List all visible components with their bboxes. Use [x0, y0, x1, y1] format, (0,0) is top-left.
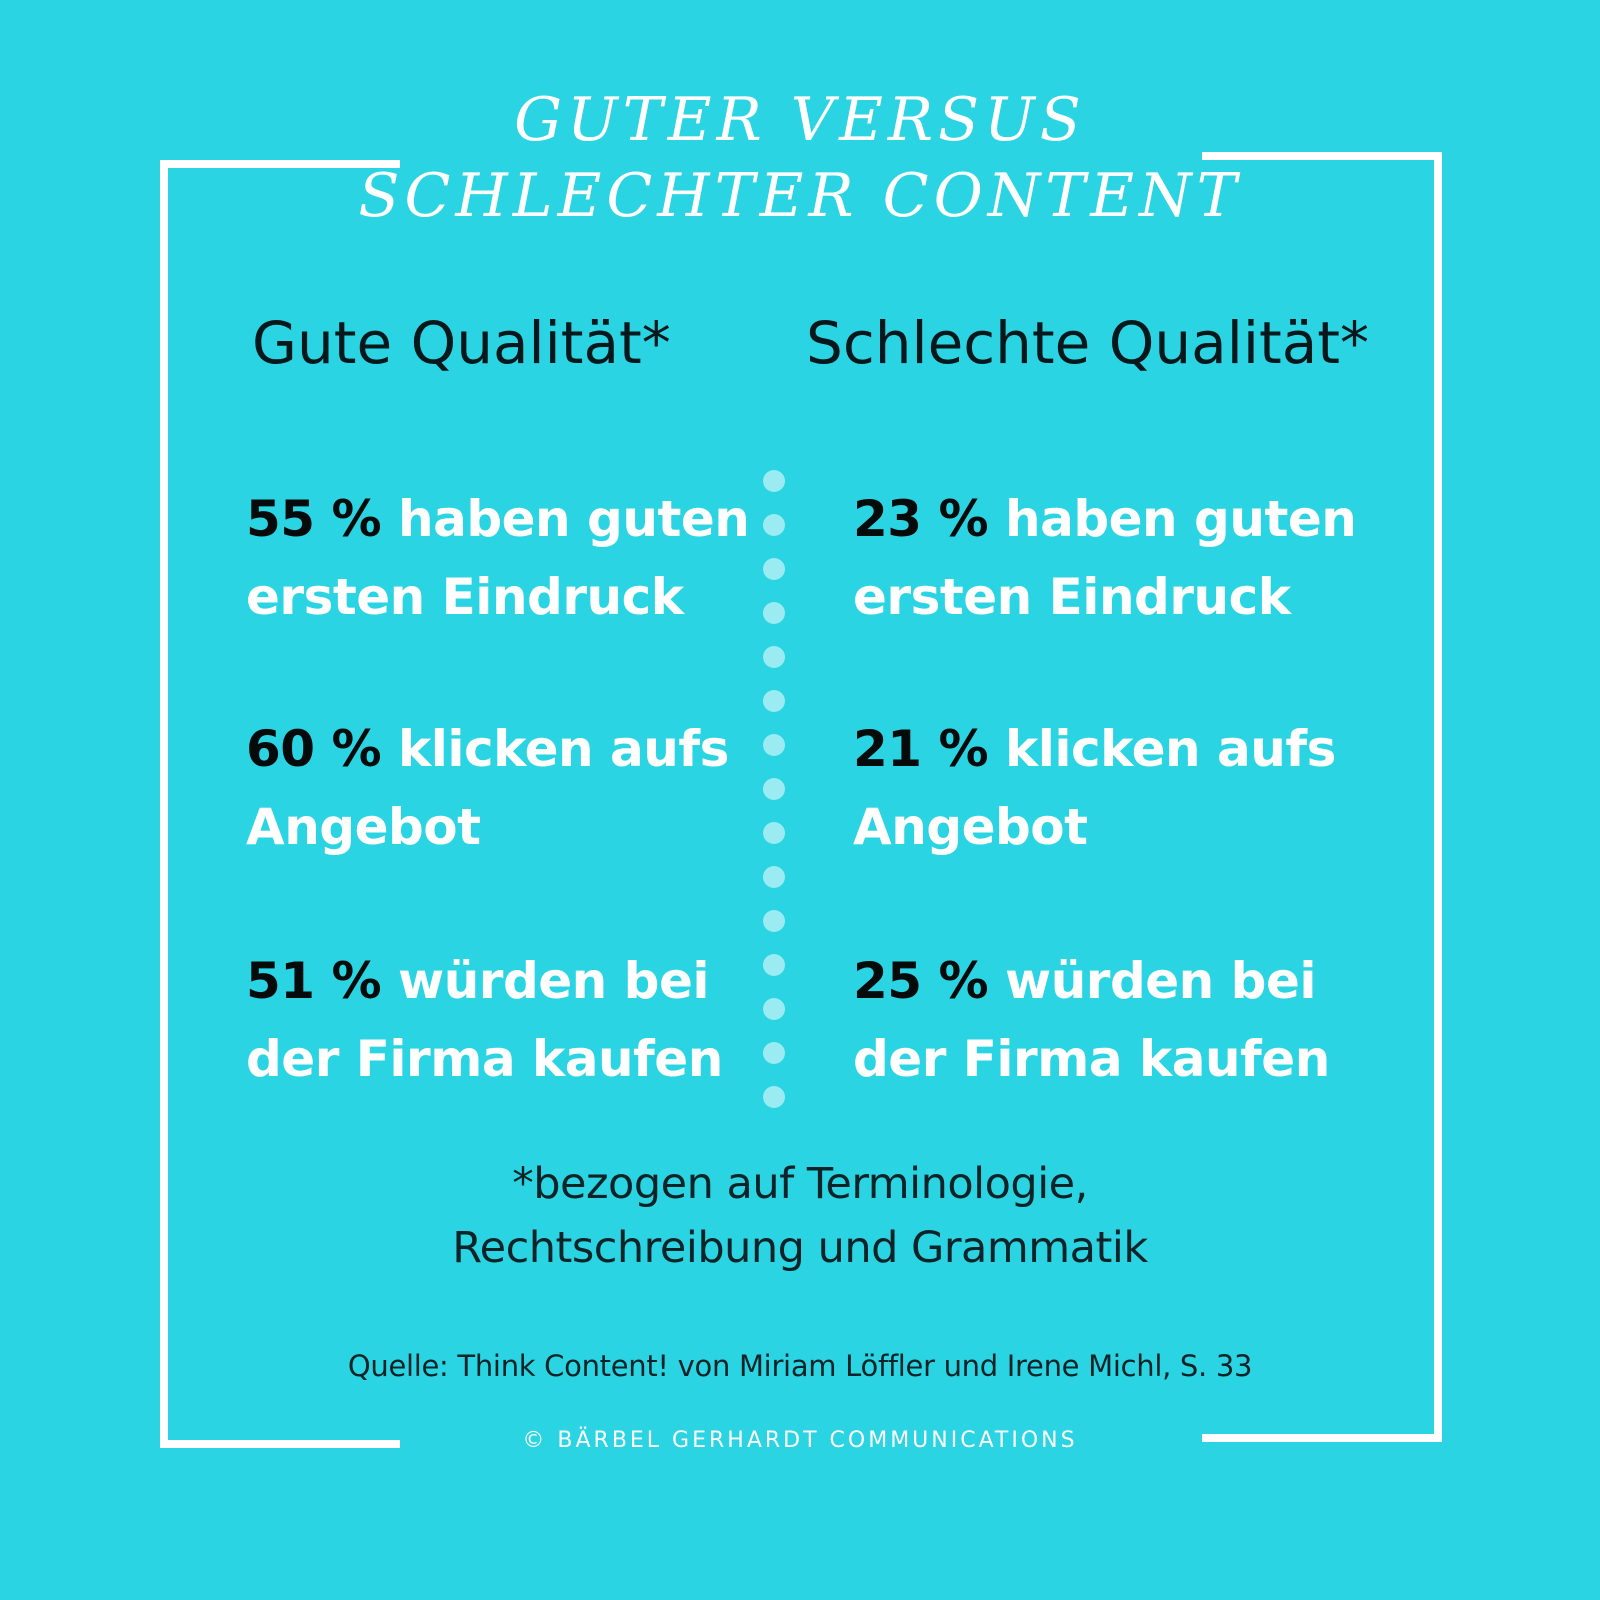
footnote-line-2: Rechtschreibung und Grammatik	[452, 1223, 1148, 1273]
divider-dot	[763, 514, 785, 536]
divider-dot	[763, 470, 785, 492]
divider-dot	[763, 866, 785, 888]
stat-text-line2: ersten Eindruck	[246, 568, 684, 626]
stat-text-line1: würden bei	[398, 952, 710, 1010]
stat-text-line1: klicken aufs	[1005, 720, 1336, 778]
title-line-2: SCHLECHTER CONTENT	[358, 161, 1242, 231]
heading-good-quality: Gute Qualität*	[252, 309, 671, 377]
stat-text-line2: ersten Eindruck	[853, 568, 1291, 626]
bad-stat-first-impression: 23 % haben guten ersten Eindruck	[853, 480, 1373, 636]
divider-dot	[763, 910, 785, 932]
divider-dot	[763, 822, 785, 844]
heading-bad-quality: Schlechte Qualität*	[806, 309, 1369, 377]
stat-percent: 60 %	[246, 720, 382, 778]
stat-text-line2: der Firma kaufen	[853, 1030, 1330, 1088]
stat-text-line2: Angebot	[853, 798, 1088, 856]
stat-percent: 21 %	[853, 720, 989, 778]
divider-dot	[763, 954, 785, 976]
stat-text-line1: haben guten	[398, 490, 750, 548]
frame-bottom-left	[160, 1440, 400, 1448]
footnote-line-1: *bezogen auf Terminologie,	[512, 1159, 1088, 1209]
frame-top-left	[160, 160, 400, 168]
page-title: GUTER VERSUS SCHLECHTER CONTENT	[0, 82, 1600, 234]
divider-dot	[763, 1086, 785, 1108]
divider-dot	[763, 646, 785, 668]
stat-percent: 55 %	[246, 490, 382, 548]
bad-stat-buy: 25 % würden bei der Firma kaufen	[853, 942, 1373, 1098]
divider-dot	[763, 734, 785, 756]
good-stat-first-impression: 55 % haben guten ersten Eindruck	[246, 480, 766, 636]
title-line-1: GUTER VERSUS	[514, 85, 1086, 155]
divider-dot	[763, 778, 785, 800]
stat-text-line1: haben guten	[1005, 490, 1357, 548]
footnote: *bezogen auf Terminologie, Rechtschreibu…	[0, 1152, 1600, 1280]
copyright: © BÄRBEL GERHARDT COMMUNICATIONS	[522, 1428, 1078, 1453]
stat-text-line1: würden bei	[1005, 952, 1317, 1010]
good-stat-click-offer: 60 % klicken aufs Angebot	[246, 710, 766, 866]
frame-top-right	[1202, 152, 1442, 160]
frame-bottom-right	[1202, 1434, 1442, 1442]
divider-dot	[763, 1042, 785, 1064]
divider-dot	[763, 602, 785, 624]
source-citation: Quelle: Think Content! von Miriam Löffle…	[347, 1349, 1253, 1383]
dotted-divider	[763, 470, 785, 1110]
bad-stat-click-offer: 21 % klicken aufs Angebot	[853, 710, 1373, 866]
frame-right	[1434, 152, 1442, 1442]
frame-left	[160, 160, 168, 1448]
divider-dot	[763, 998, 785, 1020]
stat-text-line1: klicken aufs	[398, 720, 729, 778]
stat-text-line2: Angebot	[246, 798, 481, 856]
stat-percent: 51 %	[246, 952, 382, 1010]
stat-percent: 25 %	[853, 952, 989, 1010]
stat-percent: 23 %	[853, 490, 989, 548]
divider-dot	[763, 690, 785, 712]
divider-dot	[763, 558, 785, 580]
good-stat-buy: 51 % würden bei der Firma kaufen	[246, 942, 766, 1098]
stat-text-line2: der Firma kaufen	[246, 1030, 723, 1088]
